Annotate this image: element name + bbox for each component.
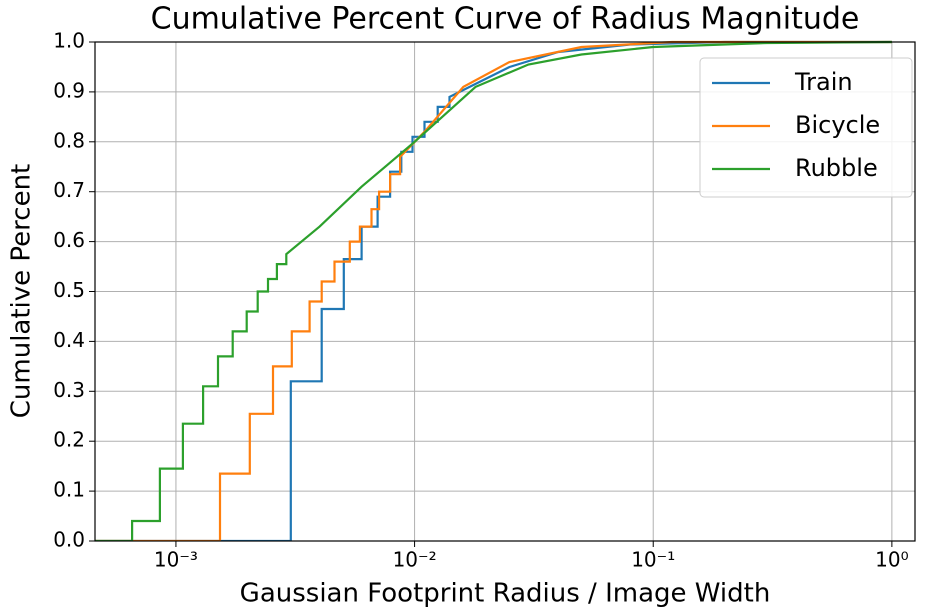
- x-tick-label: 10⁰: [875, 548, 908, 572]
- y-tick-label: 0.1: [53, 478, 85, 502]
- legend-label: Rubble: [795, 154, 878, 182]
- legend-label: Bicycle: [795, 111, 880, 139]
- y-axis-label: Cumulative Percent: [7, 164, 37, 419]
- series-line: [95, 40, 892, 541]
- x-axis-label: Gaussian Footprint Radius / Image Width: [240, 579, 771, 609]
- x-tick-label: 10⁻³: [154, 548, 198, 572]
- x-tick-label: 10⁻²: [393, 548, 437, 572]
- y-tick-label: 0.6: [53, 228, 85, 252]
- y-tick-label: 0.4: [53, 328, 85, 352]
- y-tick-label: 0.3: [53, 378, 85, 402]
- y-tick-label: 0.9: [53, 78, 85, 102]
- y-tick-label: 0.0: [53, 528, 85, 552]
- legend-label: Train: [794, 68, 853, 96]
- chart-title: Cumulative Percent Curve of Radius Magni…: [151, 2, 860, 37]
- legend-box: [699, 57, 913, 198]
- plot-frame: [94, 41, 916, 542]
- y-tick-label: 0.2: [53, 428, 85, 452]
- y-tick-label: 0.8: [53, 128, 85, 152]
- y-tick-label: 1.0: [53, 29, 85, 53]
- y-tick-label: 0.5: [53, 278, 85, 302]
- x-tick-label: 10⁻¹: [631, 548, 675, 572]
- y-tick-label: 0.7: [53, 178, 85, 202]
